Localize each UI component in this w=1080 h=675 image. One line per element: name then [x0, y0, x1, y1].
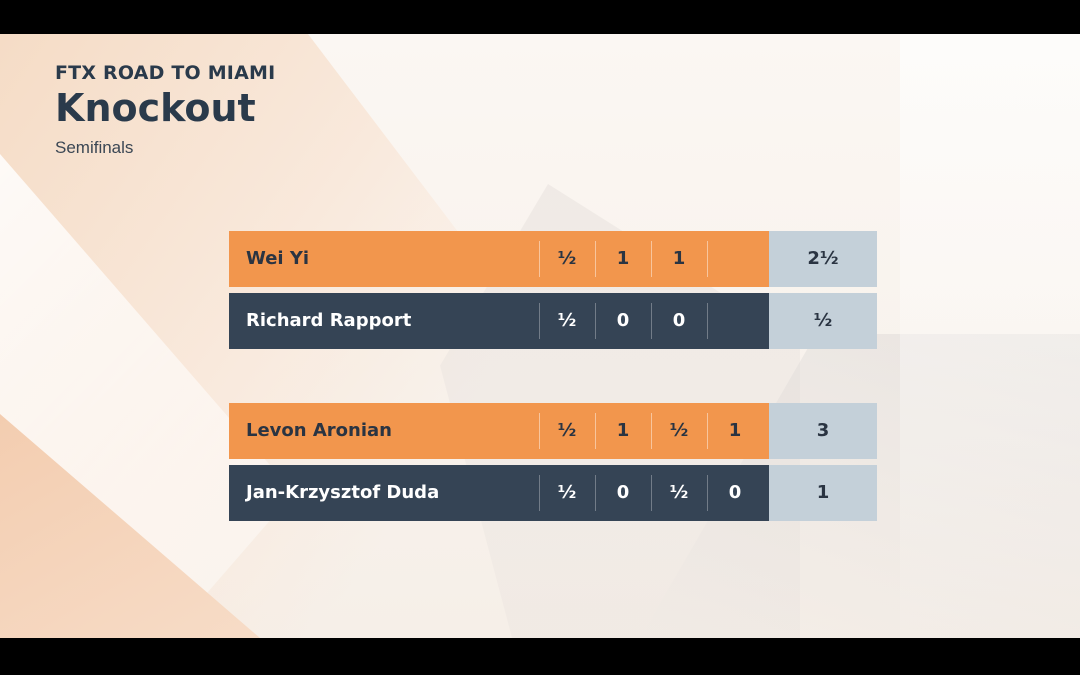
- game-score: ½: [539, 293, 595, 349]
- game-score: [707, 293, 763, 349]
- total-score: 1: [769, 465, 877, 521]
- player-name: Levon Aronian: [246, 420, 392, 441]
- game-score: 1: [595, 403, 651, 459]
- player-bar: Levon Aronian ½ 1 ½ 1: [229, 403, 769, 459]
- letterbox-top: [0, 0, 1080, 34]
- game-scores: ½ 0 0: [539, 293, 767, 349]
- game-score: ½: [651, 465, 707, 521]
- player-name: Wei Yi: [246, 248, 310, 269]
- player-row: Richard Rapport ½ 0 0 ½: [229, 293, 877, 349]
- player-row: Jan-Krzysztof Duda ½ 0 ½ 0 1: [229, 465, 877, 521]
- background-shape: [900, 34, 1080, 638]
- match-1: Wei Yi ½ 1 1 2½ Richard Rapport ½ 0 0: [229, 231, 877, 355]
- game-score: 0: [707, 465, 763, 521]
- game-score: ½: [539, 465, 595, 521]
- player-name: Jan-Krzysztof Duda: [246, 482, 440, 503]
- game-score: 0: [651, 293, 707, 349]
- event-title: FTX ROAD TO MIAMI: [55, 62, 276, 84]
- player-row: Wei Yi ½ 1 1 2½: [229, 231, 877, 287]
- game-score: ½: [539, 403, 595, 459]
- broadcast-graphic: FTX ROAD TO MIAMI Knockout Semifinals We…: [0, 34, 1080, 638]
- game-score: 0: [595, 293, 651, 349]
- game-scores: ½ 1 ½ 1: [539, 403, 767, 459]
- game-scores: ½ 1 1: [539, 231, 767, 287]
- game-score: 1: [595, 231, 651, 287]
- game-scores: ½ 0 ½ 0: [539, 465, 767, 521]
- game-score: [707, 231, 763, 287]
- match-2: Levon Aronian ½ 1 ½ 1 3 Jan-Krzysztof Du…: [229, 403, 877, 527]
- player-row: Levon Aronian ½ 1 ½ 1 3: [229, 403, 877, 459]
- player-bar: Jan-Krzysztof Duda ½ 0 ½ 0: [229, 465, 769, 521]
- game-score: 0: [595, 465, 651, 521]
- game-score: 1: [707, 403, 763, 459]
- total-score: ½: [769, 293, 877, 349]
- page-title: Knockout: [55, 86, 256, 130]
- header: FTX ROAD TO MIAMI Knockout Semifinals: [55, 62, 275, 158]
- player-bar: Richard Rapport ½ 0 0: [229, 293, 769, 349]
- game-score: 1: [651, 231, 707, 287]
- game-score: ½: [651, 403, 707, 459]
- round-label: Semifinals: [55, 138, 134, 157]
- total-score: 3: [769, 403, 877, 459]
- letterbox-bottom: [0, 638, 1080, 675]
- game-score: ½: [539, 231, 595, 287]
- player-name: Richard Rapport: [246, 310, 412, 331]
- player-bar: Wei Yi ½ 1 1: [229, 231, 769, 287]
- total-score: 2½: [769, 231, 877, 287]
